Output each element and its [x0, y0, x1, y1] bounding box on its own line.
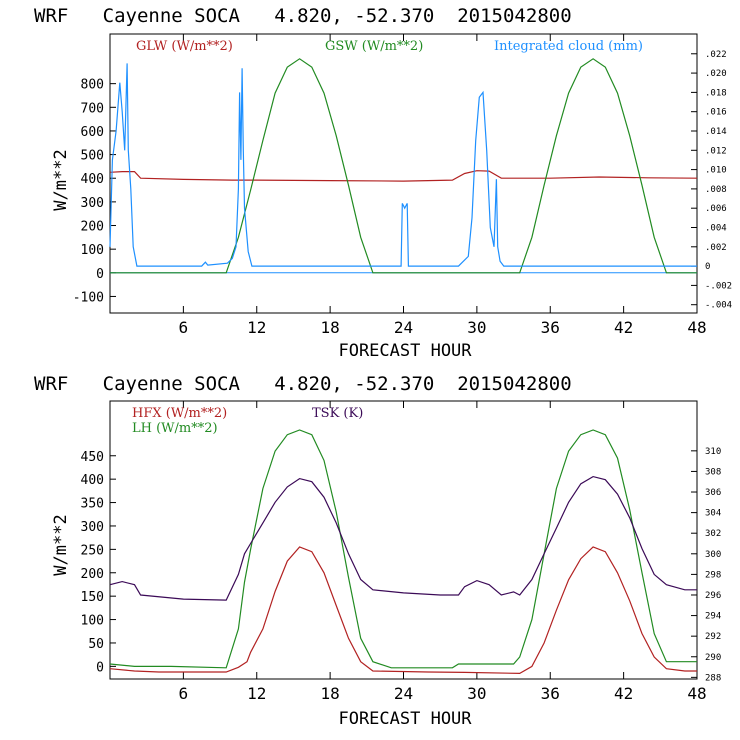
series-line-tsk — [109, 475, 697, 601]
y-axis-label: W/m**2 — [51, 514, 71, 575]
y-tick-label: 700 — [81, 101, 104, 116]
y2-tick-label: .010 — [705, 166, 727, 176]
y-axis-ticks: -100 0 100 200 300 400 500 600 700 800 — [73, 78, 116, 305]
y2-tick-label: 306 — [705, 488, 721, 498]
y-tick-label: 0 — [96, 267, 104, 282]
y2-tick-label: 288 — [705, 673, 721, 683]
x-tick-label: 42 — [614, 318, 633, 337]
y-axis-ticks: 0 50 100 150 200 250 300 350 400 450 — [81, 450, 116, 675]
y2-tick-label: 296 — [705, 591, 721, 601]
y2-axis-ticks: -.004 -.002 0 .002 .004 .006 .008 .010 .012 .014.… — [691, 50, 732, 311]
y2-tick-label: .016 — [705, 108, 727, 118]
y2-tick-label: .012 — [705, 146, 727, 156]
x-tick-label: 18 — [320, 318, 339, 337]
x-tick-label: 12 — [247, 318, 266, 337]
series-line-hfx — [109, 546, 697, 675]
y2-tick-label: 292 — [705, 632, 721, 642]
x-axis-label: FORECAST HOUR — [338, 709, 472, 729]
y-tick-label: 500 — [81, 149, 104, 164]
y2-tick-label: -.004 — [705, 301, 732, 311]
chart-panel-1: WRF Cayenne SOCA 4.820, -52.370 20150428… — [34, 5, 732, 361]
y-tick-label: 100 — [81, 614, 104, 629]
x-tick-label: 30 — [467, 318, 486, 337]
series-line-glw — [109, 170, 698, 182]
series-line-gsw — [110, 58, 697, 274]
series-group — [109, 429, 697, 675]
y-tick-label: 50 — [88, 637, 104, 652]
legend-tsk: TSK (K) — [312, 406, 363, 421]
y2-tick-label: 0 — [705, 262, 710, 272]
x-axis-ticks: 6 12 18 24 30 36 42 48 — [179, 34, 707, 337]
x-tick-label: 42 — [614, 684, 633, 703]
y-tick-label: 0 — [96, 660, 104, 675]
chart-panel-2: WRF Cayenne SOCA 4.820, -52.370 20150428… — [34, 373, 721, 729]
y2-tick-label: 310 — [705, 447, 721, 457]
y-tick-label: 250 — [81, 543, 104, 558]
x-axis-ticks: 6 12 18 24 30 36 42 48 — [179, 401, 707, 703]
y-tick-label: 300 — [81, 196, 104, 211]
chart-title: WRF Cayenne SOCA 4.820, -52.370 20150428… — [34, 5, 572, 27]
y2-tick-label: .018 — [705, 88, 727, 98]
y2-tick-label: .022 — [705, 50, 727, 60]
y2-axis-ticks: 288 290 292 294 296 298 300 302 304 306 308 310 — [691, 447, 721, 683]
series-line-integrated — [109, 63, 697, 267]
x-tick-label: 6 — [179, 318, 189, 337]
y-tick-label: 400 — [81, 473, 104, 488]
x-tick-label: 18 — [320, 684, 339, 703]
y-tick-label: -100 — [73, 290, 104, 305]
y-tick-label: 800 — [81, 78, 104, 93]
y2-tick-label: .008 — [705, 185, 727, 195]
y2-tick-label: 304 — [705, 509, 721, 519]
y2-tick-label: .020 — [705, 69, 727, 79]
x-tick-label: 36 — [541, 684, 560, 703]
y2-tick-label: 302 — [705, 529, 721, 539]
y2-tick-label: 308 — [705, 467, 721, 477]
legend-hfx: HFX (W/m**2) — [132, 406, 227, 421]
legend-lh: LH (W/m**2) — [132, 421, 218, 436]
y-tick-label: 400 — [81, 172, 104, 187]
y2-tick-label: 298 — [705, 570, 721, 580]
chart-title: WRF Cayenne SOCA 4.820, -52.370 20150428… — [34, 373, 572, 395]
y-tick-label: 350 — [81, 497, 104, 512]
y2-tick-label: .004 — [705, 223, 727, 233]
x-tick-label: 36 — [541, 318, 560, 337]
series-group — [109, 58, 698, 274]
y2-tick-label: 290 — [705, 653, 721, 663]
y-tick-label: 300 — [81, 520, 104, 535]
y-tick-label: 450 — [81, 450, 104, 465]
x-tick-label: 24 — [394, 684, 413, 703]
x-tick-label: 48 — [687, 684, 706, 703]
x-tick-label: 12 — [247, 684, 266, 703]
legend-gsw: GSW (W/m**2) — [325, 39, 423, 54]
y-axis-label: W/m**2 — [51, 149, 71, 210]
series-line-lh — [109, 429, 697, 669]
y-tick-label: 200 — [81, 567, 104, 582]
x-axis-label: FORECAST HOUR — [338, 341, 472, 361]
y-tick-label: 100 — [81, 243, 104, 258]
y-tick-label: 200 — [81, 220, 104, 235]
y-tick-label: 600 — [81, 125, 104, 140]
x-tick-label: 6 — [179, 684, 189, 703]
x-tick-label: 30 — [467, 684, 486, 703]
y2-tick-label: 294 — [705, 612, 721, 622]
y-tick-label: 150 — [81, 590, 104, 605]
legend-cloud: Integrated cloud (mm) — [494, 39, 643, 54]
y2-tick-label: .002 — [705, 243, 727, 253]
legend-glw: GLW (W/m**2) — [136, 39, 233, 54]
x-tick-label: 48 — [687, 318, 706, 337]
y2-tick-label: 300 — [705, 550, 721, 560]
y2-tick-label: .014 — [705, 127, 727, 137]
y2-tick-label: -.002 — [705, 281, 732, 291]
x-tick-label: 24 — [394, 318, 413, 337]
y2-tick-label: .006 — [705, 204, 727, 214]
